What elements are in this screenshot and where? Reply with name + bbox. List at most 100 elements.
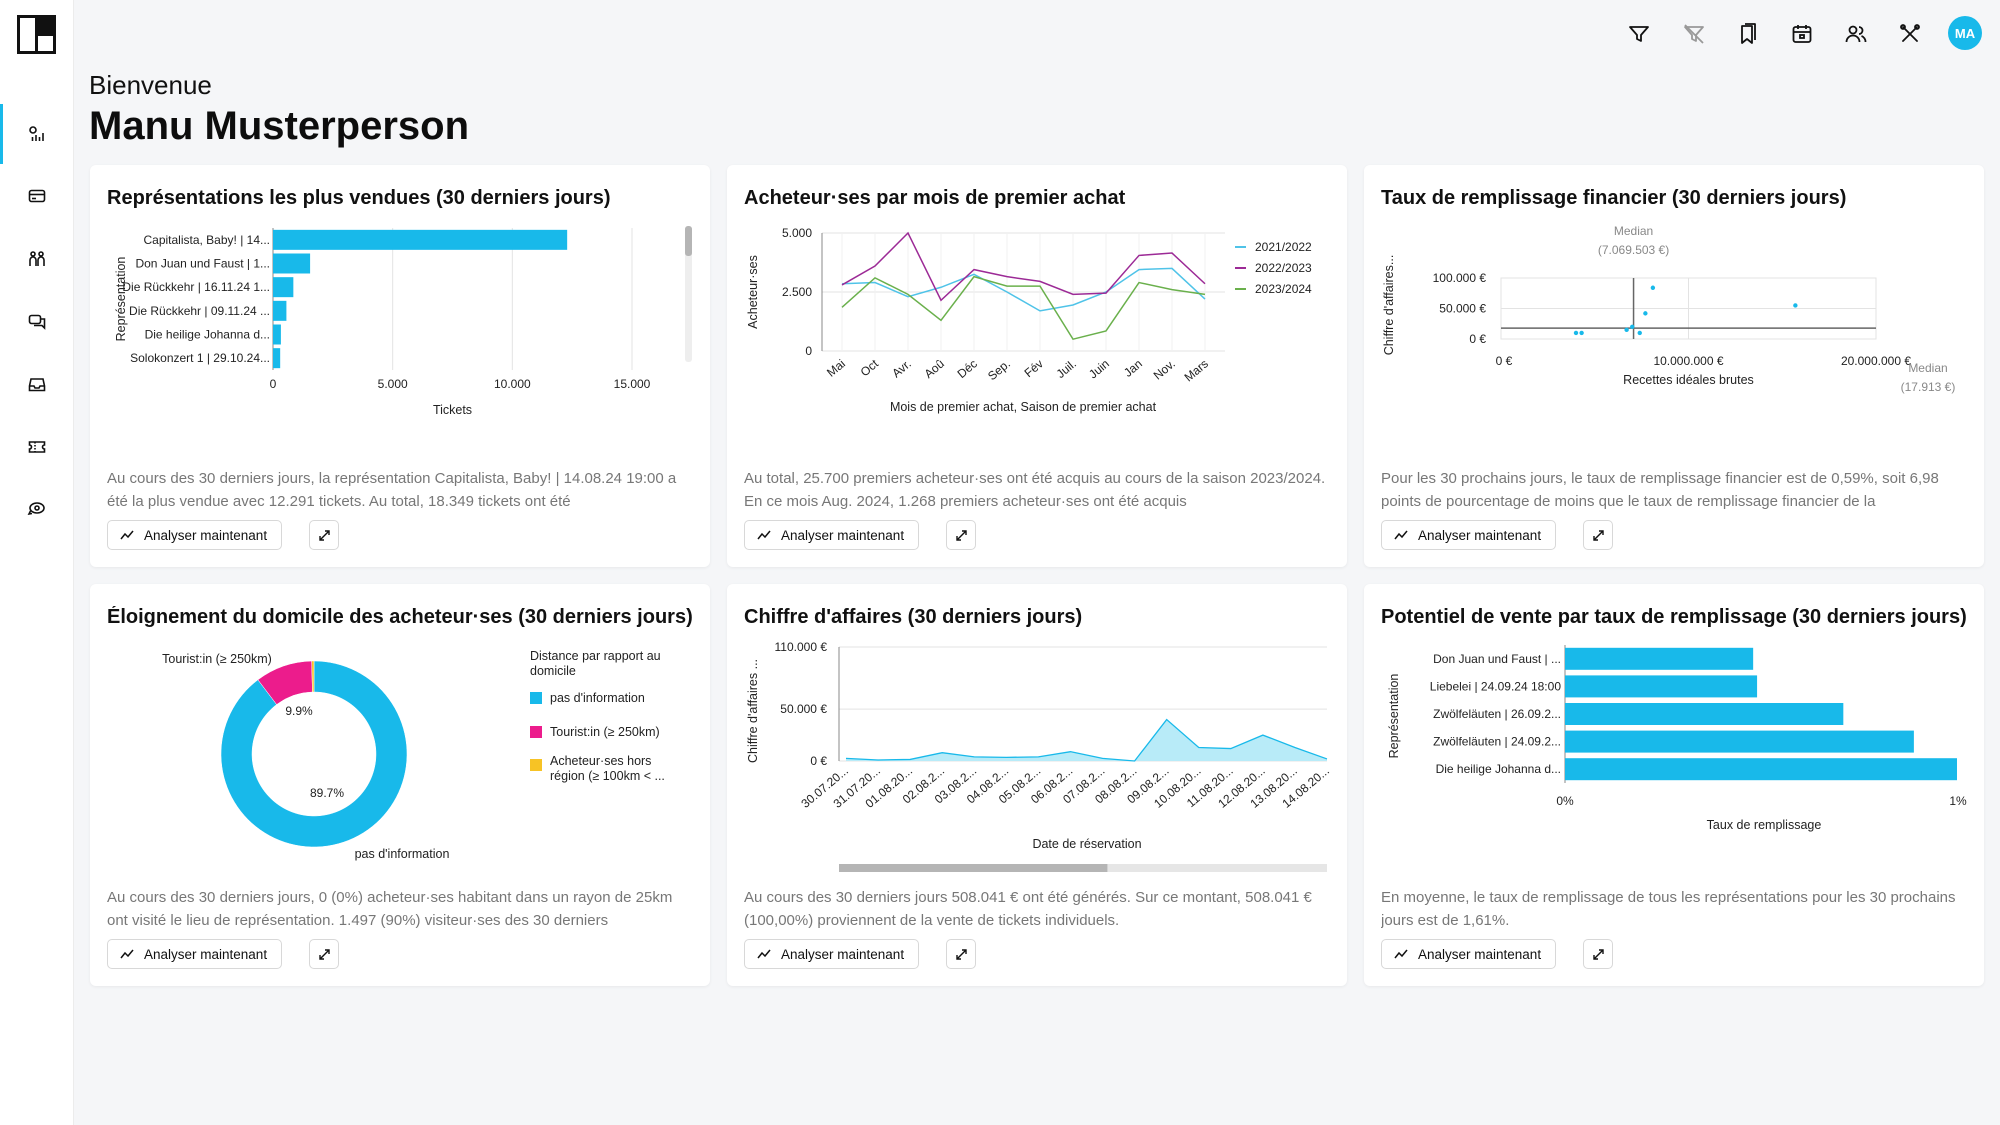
donut-slice xyxy=(311,660,315,693)
legend-swatch xyxy=(530,726,542,738)
donut-slice xyxy=(220,660,408,848)
scatter-point xyxy=(1637,330,1642,336)
revenue-chart: 0 €50.000 €110.000 €30.07.20...31.07.20.… xyxy=(746,640,1332,872)
analyze-button[interactable]: Analyser maintenant xyxy=(1381,520,1557,550)
sidebar-item-messages[interactable] xyxy=(0,292,74,352)
scatter-point xyxy=(1573,330,1579,336)
analyze-label: Analyser maintenant xyxy=(144,527,268,543)
median-x-title: Median xyxy=(1614,224,1653,238)
expand-button[interactable] xyxy=(946,520,976,550)
x-tick-label: Déc xyxy=(955,357,980,381)
analyze-button[interactable]: Analyser maintenant xyxy=(107,520,283,550)
y-tick-label: Die heilige Johanna d... xyxy=(145,328,270,342)
filter-icon xyxy=(1629,26,1649,42)
legend-label: pas d'information xyxy=(550,691,645,705)
area-line xyxy=(845,718,1328,762)
scatter-point xyxy=(1624,327,1629,333)
expand-icon xyxy=(1592,529,1604,541)
x-tick-label: Juil. xyxy=(1054,357,1079,381)
card-title: Chiffre d'affaires (30 derniers jours) xyxy=(744,606,1083,628)
financial-fill-rate-chart: 0 € 50.000 € 100.000 € 0 € 10.000.000 € 20.00… xyxy=(1382,224,1956,394)
users-icon xyxy=(1845,25,1867,43)
sidebar-item-tickets[interactable] xyxy=(0,417,74,477)
avatar[interactable]: MA xyxy=(1948,16,1982,50)
x-tick-label: Sep. xyxy=(985,357,1013,384)
card-revenue: Chiffre d'affaires (30 derniers jours) 0… xyxy=(727,584,1347,986)
series-line xyxy=(841,231,1206,302)
y-tick-label: Zwölfeläuten | 24.09.2... xyxy=(1433,735,1561,749)
x-axis-label: Date de réservation xyxy=(1032,837,1141,851)
median-y-value: (17.913 €) xyxy=(1901,380,1956,394)
sidebar-item-dashboard[interactable] xyxy=(0,104,74,164)
sidebar-item-sync[interactable] xyxy=(0,479,74,539)
bar xyxy=(273,277,294,298)
card-summary: Au total, 25.700 premiers acheteur·ses o… xyxy=(744,470,1326,510)
y-tick-label: Don Juan und Faust | 1... xyxy=(135,257,270,271)
legend-label: Acheteur·ses hors xyxy=(550,754,651,768)
legend-title: Distance par rapport au xyxy=(530,649,661,663)
y-tick-label: 50.000 € xyxy=(1439,302,1486,316)
sales-potential-chart: Don Juan und Faust | ... Liebelei | 24.09… xyxy=(1387,645,1967,832)
bar xyxy=(1565,675,1758,698)
scatter-point xyxy=(1650,285,1656,290)
y-tick-label: 110.000 € xyxy=(775,640,828,654)
expand-button[interactable] xyxy=(309,939,339,969)
sidebar-item-payments[interactable] xyxy=(0,166,74,226)
expand-button[interactable] xyxy=(1583,939,1613,969)
x-tick-label: Nov. xyxy=(1151,357,1178,383)
card-summary: Au cours des 30 derniers jours, la repré… xyxy=(107,470,677,510)
y-axis-label: Chiffre d'affaires ... xyxy=(746,659,760,763)
card-summary: Pour les 30 prochains jours, le taux de … xyxy=(1381,470,1939,510)
y-tick-label: 100.000 € xyxy=(1433,271,1487,285)
analyze-button[interactable]: Analyser maintenant xyxy=(1381,939,1557,969)
filter-button[interactable] xyxy=(1625,20,1653,48)
expand-icon xyxy=(955,529,967,541)
x-tick-label: 10.000.000 € xyxy=(1653,354,1723,368)
expand-button[interactable] xyxy=(946,939,976,969)
expand-icon xyxy=(955,948,967,960)
y-tick-label: 0 xyxy=(805,344,812,358)
analyze-button[interactable]: Analyser maintenant xyxy=(744,939,920,969)
y-tick-label: Die Rückkehr | 16.11.24 1... xyxy=(122,280,270,294)
scrollbar-thumb xyxy=(685,226,692,256)
dashboard-icon xyxy=(29,126,44,141)
card-buyers-per-month: Acheteur·ses par mois de premier achat 0… xyxy=(727,165,1347,567)
bookmarks-button[interactable] xyxy=(1734,20,1762,48)
median-x-value: (7.069.503 €) xyxy=(1598,243,1669,257)
area-fill xyxy=(846,719,1327,761)
bar xyxy=(273,324,281,345)
trend-icon xyxy=(757,949,771,959)
x-tick-label: 15.000 xyxy=(614,377,651,391)
sidebar-item-audience[interactable] xyxy=(0,229,74,289)
trend-icon xyxy=(757,530,771,540)
ticket-icon xyxy=(28,441,46,453)
x-tick-label: 0 € xyxy=(1496,354,1513,368)
analyze-button[interactable]: Analyser maintenant xyxy=(107,939,283,969)
bar xyxy=(1565,730,1914,753)
x-tick-label: 0 xyxy=(270,377,277,391)
welcome-text: Bienvenue xyxy=(89,70,212,100)
scatter-point xyxy=(1630,324,1635,329)
scrollbar-track xyxy=(685,226,692,362)
x-tick-label: Mars xyxy=(1181,357,1210,385)
calendar-icon xyxy=(1792,25,1812,43)
sidebar-item-inbox[interactable] xyxy=(0,354,74,414)
x-tick-label: Oct xyxy=(858,356,882,379)
clear-filter-button[interactable] xyxy=(1680,20,1708,48)
expand-button[interactable] xyxy=(309,520,339,550)
app-logo[interactable] xyxy=(17,15,56,54)
people-icon xyxy=(29,251,45,266)
expand-button[interactable] xyxy=(1583,520,1613,550)
x-tick-label: Jan xyxy=(1121,357,1145,380)
bar xyxy=(1565,647,1754,670)
calendar-button[interactable] xyxy=(1788,20,1816,48)
analyze-button[interactable]: Analyser maintenant xyxy=(744,520,920,550)
card-icon xyxy=(28,189,46,203)
legend-swatch xyxy=(530,692,542,704)
y-tick-label: 0 € xyxy=(810,754,827,768)
users-button[interactable] xyxy=(1842,20,1870,48)
y-tick-label: 0 € xyxy=(1469,332,1486,346)
tools-button[interactable] xyxy=(1896,20,1924,48)
data-label: 89.7% xyxy=(310,786,344,800)
x-axis-label: Mois de premier achat, Saison de premier… xyxy=(890,400,1157,414)
